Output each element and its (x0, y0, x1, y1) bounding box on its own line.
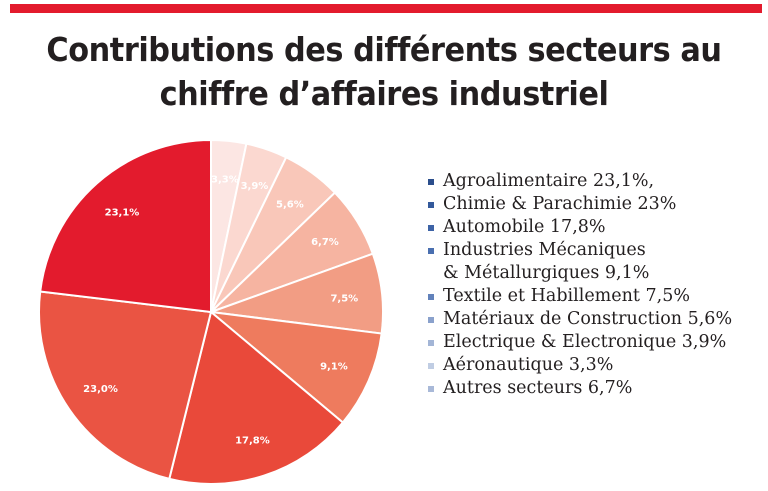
legend-item: Automobile 17,8% (428, 216, 732, 239)
legend: Agroalimentaire 23,1%, Chimie & Parachimi… (428, 170, 732, 400)
slice-label: 3,9% (241, 181, 269, 192)
slice-label: 6,7% (311, 237, 339, 248)
legend-label: Autres secteurs 6,7% (443, 377, 632, 400)
legend-marker (428, 340, 434, 346)
legend-item: Textile et Habillement 7,5% (428, 285, 732, 308)
legend-item: Electrique & Electronique 3,9% (428, 331, 732, 354)
slice-label: 23,0% (83, 384, 118, 395)
slice-label: 5,6% (276, 199, 304, 210)
legend-item: Aéronautique 3,3% (428, 354, 732, 377)
legend-marker (428, 363, 434, 369)
legend-marker (428, 294, 434, 300)
legend-text: Autres secteurs 6,7% (443, 378, 633, 398)
pie-slice (168, 310, 345, 485)
title-line-1: Contributions des différents secteurs au (46, 30, 722, 69)
legend-text: Electrique & Electronique 3,9% (443, 332, 727, 352)
pie-slice (39, 138, 212, 314)
legend-marker (428, 248, 434, 254)
top-red-bar (10, 4, 762, 13)
slice-label: 7,5% (330, 293, 358, 304)
legend-text: & Métallurgiques 9,1% (443, 263, 650, 283)
legend-item: Matériaux de Construction 5,6% (428, 308, 732, 331)
legend-text: Automobile 17,8% (443, 217, 606, 237)
legend-label: Agroalimentaire 23,1%, (443, 170, 654, 193)
legend-text: Chimie & Parachimie 23% (443, 194, 677, 214)
legend-label: Aéronautique 3,3% (443, 354, 613, 377)
legend-text: Textile et Habillement 7,5% (443, 286, 690, 306)
legend-label: Automobile 17,8% (443, 216, 606, 239)
slice-label: 3,3% (211, 175, 239, 186)
legend-text: Matériaux de Construction 5,6% (443, 309, 733, 329)
legend-label: Electrique & Electronique 3,9% (443, 331, 726, 354)
legend-marker (428, 202, 434, 208)
legend-marker (428, 225, 434, 231)
legend-label: Chimie & Parachimie 23% (443, 193, 676, 216)
legend-text: Industries Mécaniques (443, 240, 646, 260)
legend-label: Matériaux de Construction 5,6% (443, 308, 732, 331)
pie-slice (38, 290, 213, 481)
title-line-2: chiffre d’affaires industriel (159, 74, 609, 113)
slice-label: 9,1% (320, 362, 348, 373)
legend-item: Autres secteurs 6,7% (428, 377, 732, 400)
legend-text: Aéronautique 3,3% (443, 355, 614, 375)
legend-marker (428, 317, 434, 323)
legend-item: Industries Mécaniques & Métallurgiques 9,… (428, 239, 732, 285)
legend-marker (428, 386, 434, 392)
slice-label: 23,1% (105, 208, 140, 219)
legend-item: Chimie & Parachimie 23% (428, 193, 732, 216)
legend-label: Textile et Habillement 7,5% (443, 285, 690, 308)
legend-marker (428, 179, 434, 185)
slice-label: 17,8% (235, 436, 270, 447)
pie-slice (207, 310, 383, 424)
legend-item: Agroalimentaire 23,1%, (428, 170, 732, 193)
legend-text: Agroalimentaire 23,1%, (443, 171, 655, 191)
legend-label: Industries Mécaniques & Métallurgiques 9,… (443, 239, 649, 285)
chart-title: Contributions des différents secteurs au… (31, 28, 738, 116)
